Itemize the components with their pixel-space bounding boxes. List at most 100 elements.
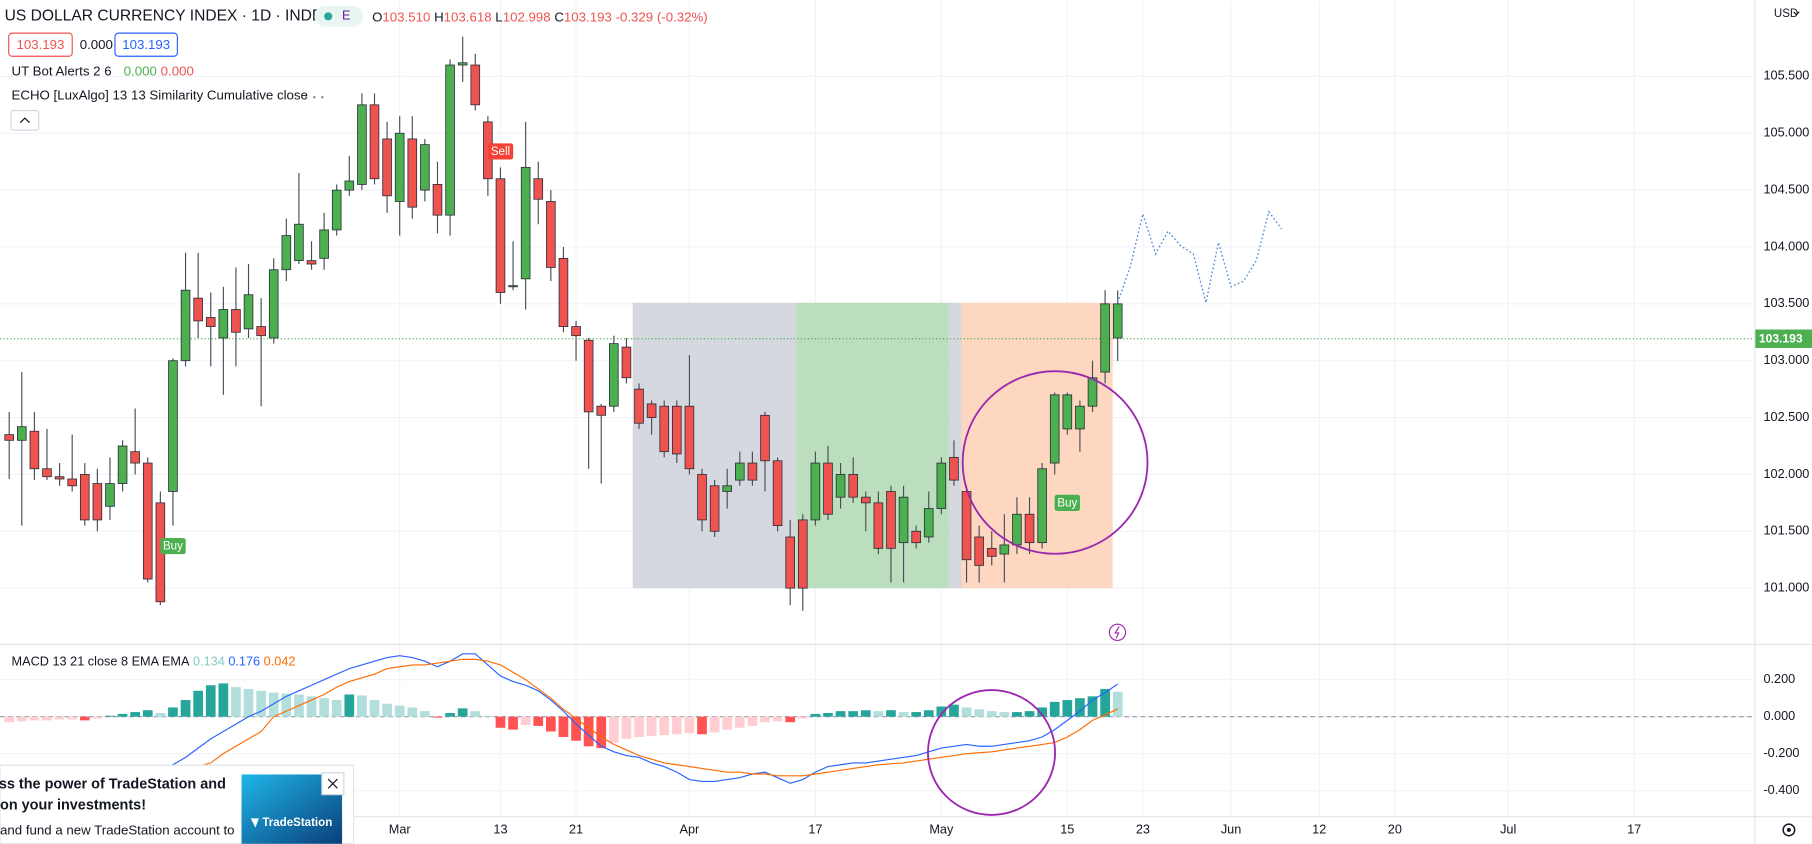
- candle-body: [168, 360, 178, 492]
- ohlc-key: H: [434, 9, 444, 24]
- y-tick-label: 103.000: [1763, 352, 1809, 367]
- histogram-bar: [709, 716, 720, 733]
- histogram-bar: [42, 716, 52, 721]
- candle-body: [986, 547, 997, 557]
- candle-body: [1037, 468, 1047, 544]
- chevron: [19, 117, 30, 124]
- brand-icon: [250, 818, 259, 828]
- ohlc-key: L: [495, 9, 502, 24]
- drawing-circle[interactable]: [961, 370, 1149, 555]
- histogram-bar: [16, 716, 27, 722]
- candle-body: [1049, 394, 1060, 464]
- histogram-bar: [848, 711, 859, 717]
- candle-body: [445, 64, 455, 216]
- candle-body: [571, 326, 581, 337]
- candle-body: [16, 426, 27, 441]
- more-menu[interactable]: [305, 96, 324, 99]
- candle-body: [609, 343, 619, 407]
- histogram-bar: [533, 716, 544, 726]
- symbol-title: US DOLLAR CURRENCY INDEX · 1D · INDEX: [5, 8, 334, 25]
- ad-line: and fund a new TradeStation account to: [0, 823, 235, 838]
- candle-body: [898, 496, 909, 544]
- histogram-bar: [558, 716, 569, 738]
- candle-body: [218, 309, 229, 339]
- candle-body: [92, 483, 103, 521]
- signal-label: Buy: [1057, 497, 1077, 509]
- indicator-legend: MACD 13 21 close 8 EMA EMA 0.134 0.176 0…: [12, 654, 296, 669]
- histogram-bar: [142, 710, 153, 717]
- ohlc-value: 102.998: [503, 9, 551, 24]
- exchange: E: [342, 8, 350, 23]
- histogram-bar: [470, 711, 481, 717]
- histogram-bar: [117, 713, 128, 717]
- histogram-bar: [281, 693, 292, 717]
- candle-body: [722, 485, 733, 492]
- similarity-zone: [961, 302, 1113, 589]
- indicator-label[interactable]: UT Bot Alerts 2 6: [12, 63, 112, 78]
- legend-value: 0.042: [264, 654, 296, 669]
- x-tick-label: Jun: [1221, 821, 1241, 836]
- histogram-bar: [659, 716, 670, 736]
- candle-body: [79, 474, 90, 521]
- ohlc-value: 103.193: [564, 9, 612, 24]
- candle-body: [735, 462, 745, 481]
- histogram-bar: [949, 704, 959, 717]
- similarity-zone: [632, 302, 797, 589]
- histogram-bar: [407, 707, 418, 717]
- histogram-bar: [646, 716, 657, 737]
- indicator-value: 0.000: [161, 63, 194, 78]
- currency[interactable]: USD: [1774, 8, 1798, 20]
- histogram-bar: [722, 716, 733, 730]
- histogram-bar: [571, 716, 581, 741]
- candle-body: [205, 317, 216, 327]
- x-tick-label: 21: [569, 821, 583, 836]
- candle-body: [785, 536, 795, 589]
- candle-body: [860, 496, 871, 504]
- candle-body: [42, 468, 52, 478]
- close-x: [327, 778, 338, 789]
- candle-body: [936, 462, 947, 509]
- y-tick-label: 104.500: [1763, 181, 1809, 196]
- histogram-bar: [760, 716, 770, 723]
- candle-body: [319, 229, 329, 259]
- candle-body: [1112, 303, 1123, 339]
- collapse-button[interactable]: [10, 109, 40, 131]
- ad-line: ss the power of TradeStation and: [0, 777, 226, 793]
- candle-body: [231, 309, 241, 333]
- candle-body: [256, 326, 266, 337]
- candle-body: [797, 519, 808, 589]
- candle-body: [394, 132, 405, 202]
- candle-body: [243, 294, 254, 330]
- y-tick-label: 105.000: [1763, 125, 1809, 140]
- candle-body: [634, 388, 644, 424]
- candle-body: [520, 166, 531, 280]
- histogram-bar: [420, 711, 430, 717]
- drawing-circle[interactable]: [927, 689, 1056, 816]
- candle-body: [709, 485, 720, 532]
- exchange-pill[interactable]: [314, 5, 363, 27]
- histogram-bar: [936, 706, 947, 717]
- candle-body: [1075, 405, 1085, 430]
- price-box-label: 103.193: [122, 37, 170, 52]
- candle-body: [1087, 377, 1098, 407]
- candle-body: [382, 138, 392, 197]
- candle-body: [886, 491, 896, 549]
- histogram-bar: [105, 715, 115, 717]
- histogram-bar: [671, 716, 682, 735]
- x-tick-label: 23: [1136, 821, 1150, 836]
- candle-body: [130, 451, 140, 464]
- indicator-label[interactable]: ECHO [LuxAlgo] 13 13 Similarity Cumulati…: [12, 88, 308, 103]
- settings-icon[interactable]: [1782, 823, 1796, 837]
- histogram-bar: [1075, 698, 1085, 717]
- histogram-bar: [621, 716, 632, 739]
- candle-body: [495, 178, 506, 293]
- x-tick-label: Apr: [680, 821, 701, 836]
- x-tick-label: May: [929, 821, 954, 836]
- candle-body: [4, 434, 14, 441]
- histogram-bar: [394, 705, 405, 717]
- histogram-bar: [306, 696, 317, 717]
- status-dot: [324, 12, 333, 21]
- ad-banner[interactable]: ss the power of TradeStation and on your…: [0, 764, 355, 844]
